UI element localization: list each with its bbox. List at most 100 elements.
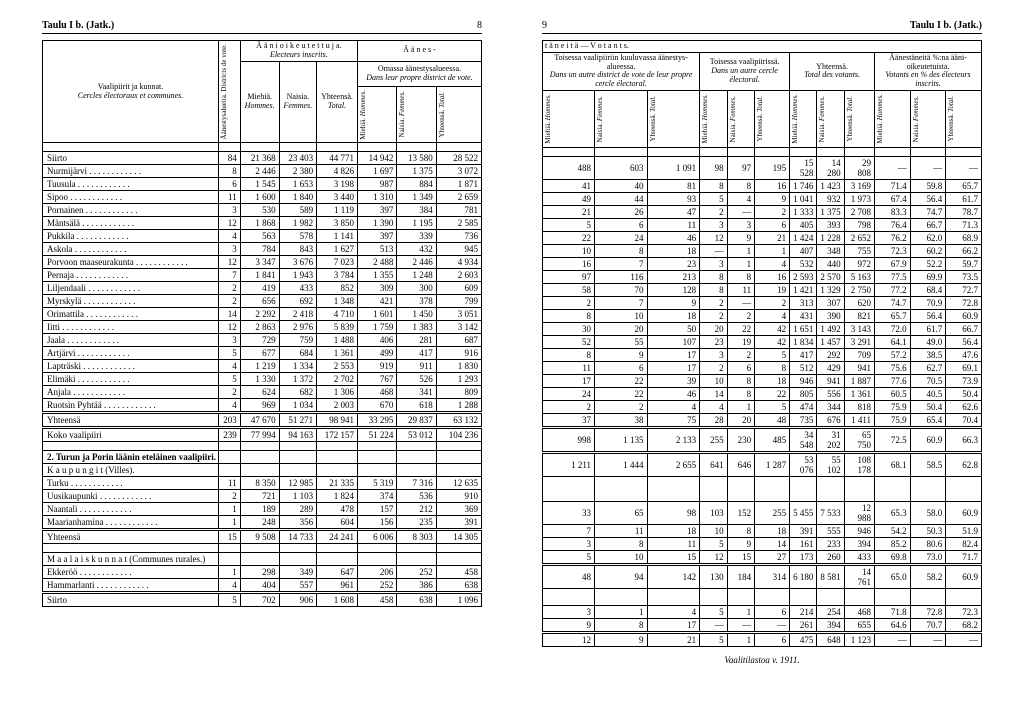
cell: 458 <box>357 593 396 607</box>
cell: 946 <box>844 524 874 537</box>
right-header: 9 Taulu I b. (Jatk.) <box>542 20 982 34</box>
cell: 684 <box>279 347 316 360</box>
cell: 2 702 <box>317 373 358 386</box>
cell: 3 <box>219 204 241 217</box>
cell: 130 <box>700 564 728 588</box>
cell: 1 310 <box>357 191 396 204</box>
cell: 4 <box>700 400 728 413</box>
cell: 33 <box>543 501 595 524</box>
table-row: 4944935491 0419321 97367.456.461.7 <box>543 192 982 205</box>
cell: 1 <box>727 632 755 646</box>
cell: 58.2 <box>910 564 946 588</box>
cell: 406 <box>357 334 396 347</box>
cell: 289 <box>279 503 316 516</box>
col-hdr: Naisia. Femmes. <box>819 94 826 144</box>
cell: 2 585 <box>436 217 481 230</box>
right-title: Taulu I b. (Jatk.) <box>910 20 982 31</box>
cell: 3 198 <box>317 178 358 191</box>
cell: 1 601 <box>357 308 396 321</box>
cell: 2 750 <box>844 283 874 296</box>
cell: 391 <box>790 524 817 537</box>
row-label: Tuusula . . . . . . . . . . . . <box>43 178 219 191</box>
cell: 4 <box>647 605 700 618</box>
cell: 485 <box>755 427 790 452</box>
table-row: 3365981031522555 4557 53312 98865.358.06… <box>543 501 982 524</box>
cell: 3 676 <box>279 256 316 269</box>
cell: 11 <box>647 537 700 550</box>
section-title: 2. Turun ja Porin läänin eteläinen vaali… <box>43 451 219 464</box>
cell: 433 <box>844 550 874 564</box>
cell: 156 <box>357 516 396 530</box>
cell: 18 <box>647 524 700 537</box>
cell: 1 <box>727 257 755 270</box>
cell: 9 508 <box>240 530 279 544</box>
cell: 702 <box>240 593 279 607</box>
left-pagenum: 8 <box>477 20 482 31</box>
cell: — <box>946 156 982 179</box>
table-row: 9817———26139465564.670.768.2 <box>543 618 982 632</box>
cell: 8 581 <box>817 564 844 588</box>
cell: 65.3 <box>875 501 911 524</box>
cell: 356 <box>279 516 316 530</box>
cell: 6 <box>727 361 755 374</box>
cell: 821 <box>844 309 874 322</box>
cell: 11 <box>543 361 595 374</box>
cell: 212 <box>397 503 436 516</box>
cell: 1 <box>727 400 755 413</box>
cell: 78.7 <box>946 205 982 218</box>
cell: 29 837 <box>397 413 436 428</box>
cell: 1 627 <box>317 243 358 256</box>
table-row: 52551072319421 8341 4573 29164.149.056.4 <box>543 335 982 348</box>
cell: 1 488 <box>317 334 358 347</box>
cell: 73.5 <box>946 270 982 283</box>
table-row: 711181081839155594654.250.351.9 <box>543 524 982 537</box>
cell: 339 <box>397 230 436 243</box>
cell: 5 163 <box>844 270 874 283</box>
cell: 440 <box>817 257 844 270</box>
cell: 47 670 <box>240 413 279 428</box>
spread: Taulu I b. (Jatk.) 8 Vaalipiirit ja kunn… <box>30 20 994 665</box>
cell: 4 826 <box>317 165 358 178</box>
cell: 1 411 <box>844 413 874 427</box>
cell: 70 <box>594 283 647 296</box>
cell: 8 <box>727 270 755 283</box>
table-row: Anjala . . . . . . . . . . . .26246821 3… <box>43 386 482 399</box>
cell: 6 006 <box>357 530 396 544</box>
h-n: Naisia. <box>287 92 309 101</box>
cell: 1 943 <box>279 269 316 282</box>
cell: 390 <box>817 309 844 322</box>
cell: 12 <box>219 256 241 269</box>
cell: 1 982 <box>279 217 316 230</box>
cell: 603 <box>594 156 647 179</box>
cell: 15 <box>727 550 755 564</box>
table-row: Yhteensä20347 67051 27198 94133 29529 83… <box>43 413 482 428</box>
cell: 10 <box>543 244 595 257</box>
cell: 107 <box>647 335 700 348</box>
cell: 4 <box>219 360 241 373</box>
cell: 75 <box>647 413 700 427</box>
cell: 1 333 <box>790 205 817 218</box>
cell: 906 <box>279 593 316 607</box>
cell: 98 941 <box>317 413 358 428</box>
cell: — <box>727 296 755 309</box>
cell: 15 <box>219 530 241 544</box>
cell: 85.2 <box>875 537 911 550</box>
cell: 1 973 <box>844 192 874 205</box>
section-title: M a a l a i s k u n n a t (Communes rura… <box>43 553 219 566</box>
cell: 72.3 <box>946 605 982 618</box>
table-row: 2126472—21 3331 3752 70883.374.778.7 <box>543 205 982 218</box>
cell: 1 195 <box>397 217 436 230</box>
cell: 292 <box>817 348 844 361</box>
cell: 77 994 <box>240 428 279 442</box>
cell: 27 <box>755 550 790 564</box>
cell: 22 <box>594 387 647 400</box>
cell: 3 <box>700 348 728 361</box>
cell: 676 <box>817 413 844 427</box>
row-label: Myrskylä . . . . . . . . . . . . <box>43 295 219 308</box>
cell: 73.9 <box>946 374 982 387</box>
cell: 648 <box>817 632 844 646</box>
cell: 2 <box>219 295 241 308</box>
table-row: Liljendaali . . . . . . . . . . . .24194… <box>43 282 482 295</box>
cell: 82.4 <box>946 537 982 550</box>
cell: 52 <box>543 335 595 348</box>
